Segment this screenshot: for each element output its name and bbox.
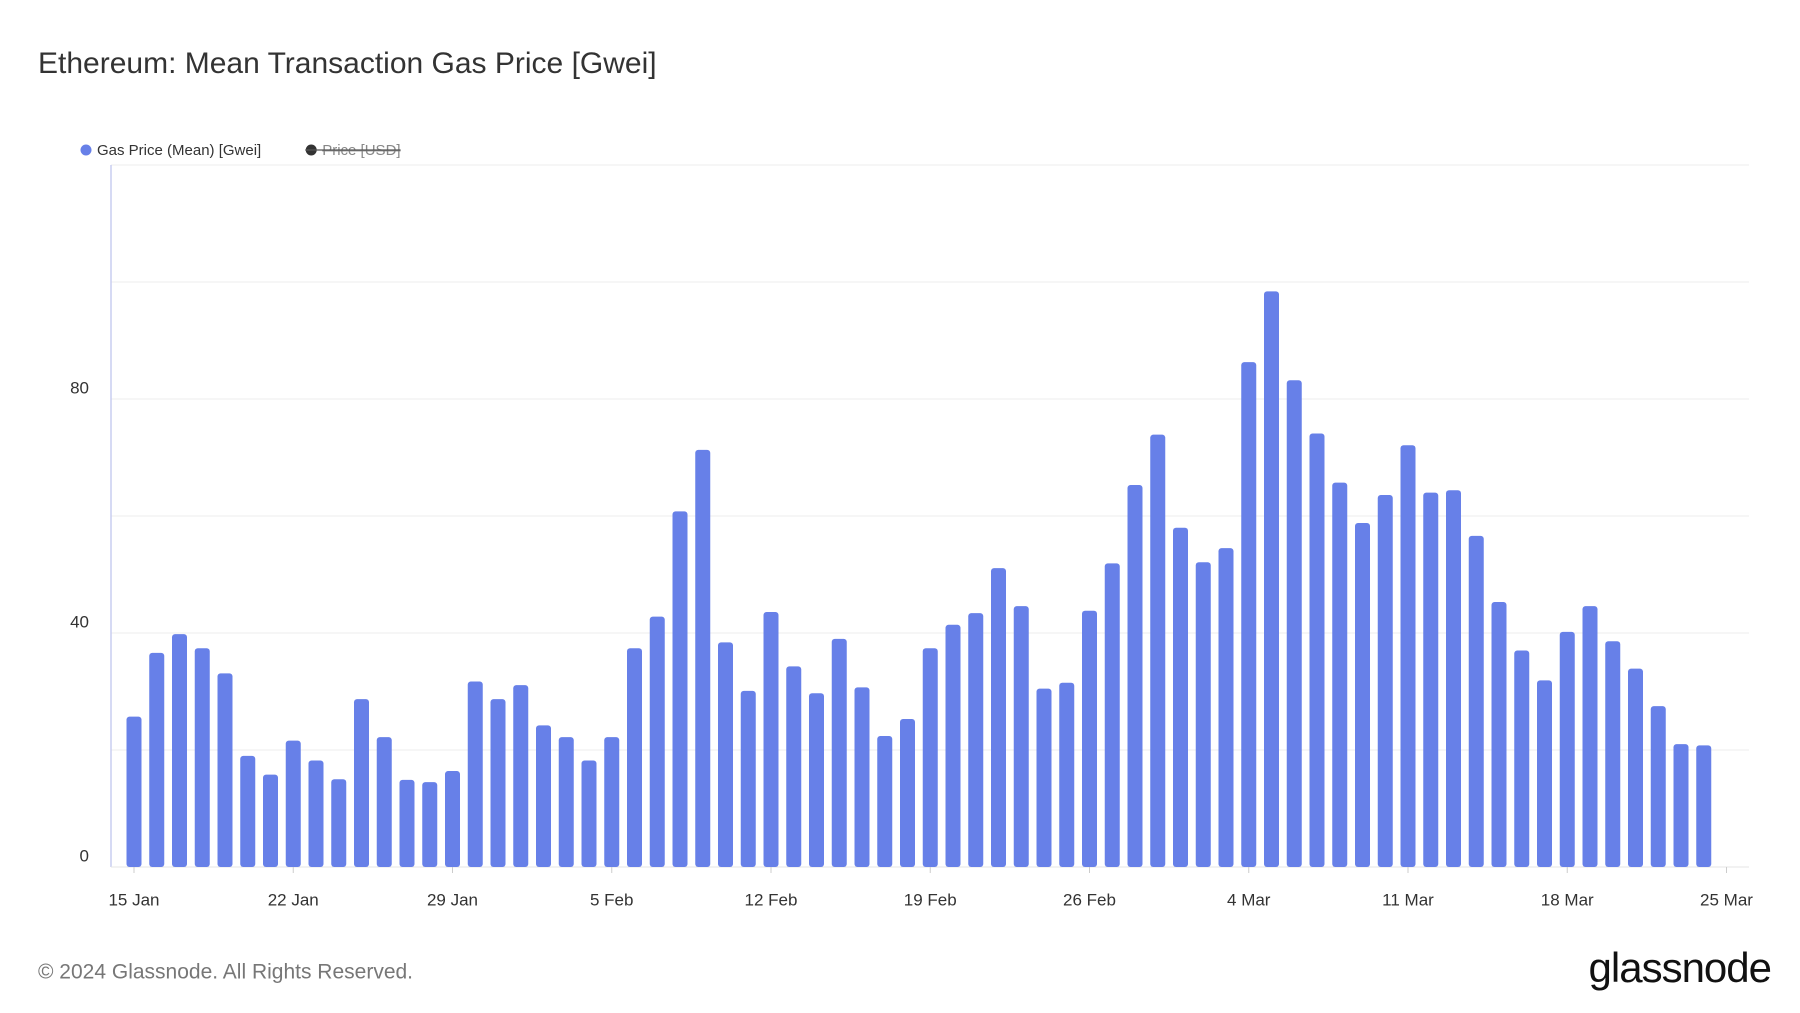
bar	[263, 774, 278, 867]
bar	[1127, 484, 1143, 867]
y-tick-label: 80	[70, 378, 89, 397]
bar	[877, 735, 893, 867]
bar	[1696, 745, 1712, 867]
bar	[399, 779, 415, 867]
bar	[1491, 601, 1507, 867]
bar	[1559, 631, 1575, 867]
bar	[1082, 610, 1097, 867]
bar	[1173, 527, 1188, 867]
bar	[285, 740, 301, 867]
bar	[1218, 548, 1234, 867]
bar	[308, 760, 324, 867]
x-tick-label: 26 Feb	[1063, 890, 1116, 909]
x-tick-label: 12 Feb	[745, 890, 798, 909]
x-tick-label: 25 Mar	[1700, 890, 1753, 909]
bar	[1537, 680, 1552, 867]
legend-marker	[80, 144, 92, 156]
bar	[126, 716, 142, 867]
y-tick-label: 0	[80, 846, 89, 865]
bar	[1286, 380, 1302, 867]
bar	[1264, 291, 1279, 867]
bar	[1468, 535, 1484, 867]
bar	[581, 760, 597, 867]
bar	[331, 779, 347, 867]
bar	[1605, 641, 1621, 867]
bar	[786, 666, 802, 867]
bar	[1195, 562, 1211, 867]
bar	[240, 755, 256, 867]
bar	[922, 648, 938, 867]
bar	[1332, 482, 1348, 867]
bar	[558, 737, 574, 867]
x-tick-label: 5 Feb	[590, 890, 633, 909]
bar	[1650, 706, 1666, 867]
bar	[672, 511, 688, 867]
bar	[194, 648, 210, 867]
bar	[763, 611, 779, 867]
bar	[513, 685, 529, 867]
bar	[490, 699, 506, 867]
bar	[1673, 744, 1689, 867]
bar	[354, 699, 369, 867]
bar	[695, 449, 711, 867]
bar	[1036, 688, 1052, 867]
bar	[831, 638, 847, 867]
x-tick-label: 15 Jan	[108, 890, 159, 909]
bar	[217, 673, 233, 867]
bar	[809, 693, 824, 867]
bar	[604, 737, 620, 867]
bar	[1514, 650, 1530, 867]
bar	[1400, 445, 1416, 867]
bar	[149, 652, 165, 867]
bar	[1355, 523, 1370, 867]
bar	[718, 642, 733, 867]
x-tick-label: 18 Mar	[1541, 890, 1594, 909]
bar	[1309, 433, 1325, 867]
y-tick-label: 40	[70, 612, 89, 631]
bar	[991, 568, 1006, 867]
bar	[1241, 362, 1257, 867]
bar	[445, 771, 460, 867]
footer: © 2024 Glassnode. All Rights Reserved.	[38, 961, 413, 984]
bar	[900, 718, 915, 867]
bar	[627, 648, 642, 867]
chart-title: Ethereum: Mean Transaction Gas Price [Gw…	[38, 47, 657, 80]
bar	[376, 737, 392, 867]
x-tick-label: 19 Feb	[904, 890, 957, 909]
bar	[1582, 606, 1598, 867]
x-tick-label: 11 Mar	[1382, 890, 1434, 909]
bar	[1628, 668, 1643, 867]
legend-label: Gas Price (Mean) [Gwei]	[97, 142, 261, 159]
bar	[1104, 563, 1120, 867]
bar	[1013, 606, 1029, 867]
x-tick-label: 29 Jan	[427, 890, 478, 909]
bar	[968, 613, 984, 867]
brand-logo: glassnode	[1589, 944, 1771, 991]
bar	[422, 782, 438, 867]
bar	[172, 634, 187, 867]
x-tick-label: 22 Jan	[268, 890, 319, 909]
bar	[1150, 434, 1166, 867]
bar	[945, 624, 961, 867]
bar	[536, 725, 551, 867]
bar	[1059, 682, 1075, 867]
bar	[1446, 490, 1461, 867]
bar	[649, 616, 665, 867]
bar	[1423, 492, 1439, 867]
bar	[1377, 494, 1393, 867]
x-tick-label: 4 Mar	[1227, 890, 1271, 909]
bar	[740, 690, 756, 867]
bar	[854, 687, 870, 867]
bar	[467, 681, 483, 867]
